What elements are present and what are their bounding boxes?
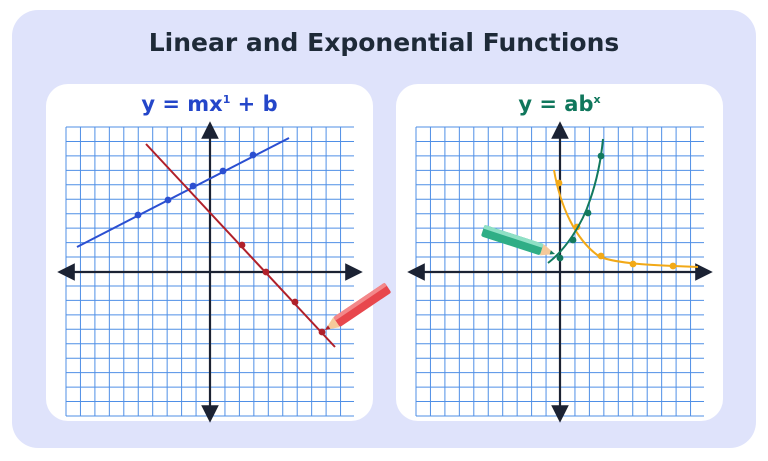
linear-equation-exponent: 1 <box>222 93 231 106</box>
green-pencil-highlight <box>483 225 544 248</box>
orange-point <box>555 179 563 187</box>
linear-equation-tail: + b <box>230 92 278 116</box>
blue-point <box>219 167 227 175</box>
green-growth-curve <box>547 138 605 264</box>
green-point <box>556 254 564 262</box>
linear-equation-base: y = mx <box>141 92 223 116</box>
exponential-equation-label: y = abx <box>396 92 723 116</box>
red-point <box>262 268 270 276</box>
red-pencil-highlight <box>333 282 387 321</box>
page-title: Linear and Exponential Functions <box>148 28 620 57</box>
blue-point <box>249 151 257 159</box>
blue-linear-line <box>76 137 290 248</box>
linear-equation-label: y = mx1 + b <box>46 92 373 116</box>
exponential-axes <box>407 121 713 423</box>
orange-point <box>629 260 637 268</box>
blue-point <box>189 182 197 190</box>
green-pencil-lead <box>549 250 555 255</box>
red-pencil-body <box>334 283 391 327</box>
red-point <box>238 241 246 249</box>
green-point <box>584 209 592 217</box>
green-point <box>569 236 577 244</box>
red-pencil-icon <box>325 282 391 330</box>
red-point <box>291 298 299 306</box>
exponential-equation-exponent: x <box>593 93 601 106</box>
blue-line <box>76 137 290 248</box>
blue-point <box>134 211 142 219</box>
green-pencil-icon <box>481 225 555 256</box>
exponential-equation-base: y = ab <box>518 92 594 116</box>
red-pencil-lead <box>325 325 331 330</box>
orange-point <box>669 262 677 270</box>
orange-point <box>597 252 605 260</box>
linear-axes <box>57 121 363 423</box>
green-point <box>597 152 605 160</box>
orange-decay-curve <box>553 169 699 270</box>
blue-point <box>164 196 172 204</box>
green-curve <box>547 138 604 264</box>
red-linear-line <box>145 143 336 348</box>
red-point <box>318 328 326 336</box>
